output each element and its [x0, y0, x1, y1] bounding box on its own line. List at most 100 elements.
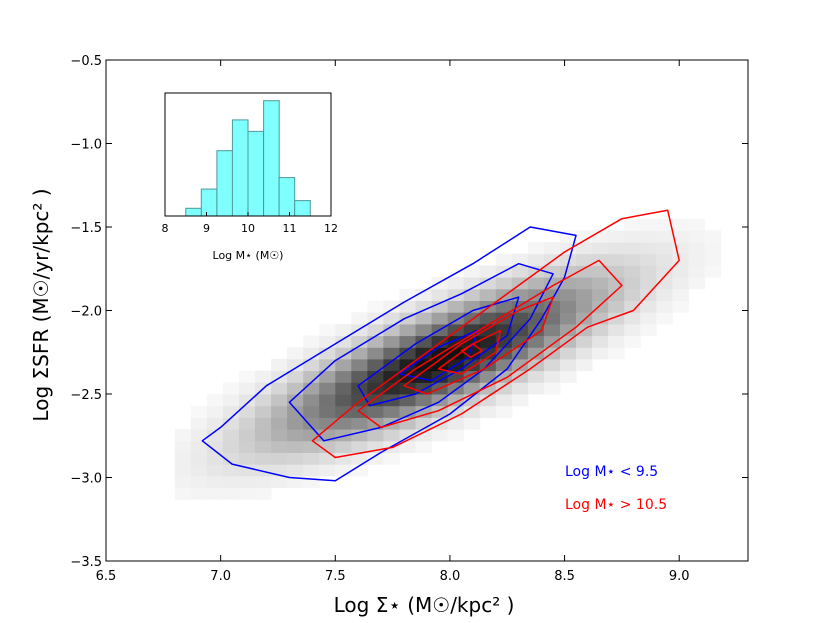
heatmap-cell [271, 429, 288, 442]
heatmap-cell [624, 230, 641, 243]
heatmap-cell [174, 487, 192, 500]
heatmap-cell [624, 277, 641, 290]
y-axis-ticks: −0.5 −1.0 −1.5 −2.0 −2.5 −3.0 −3.5 [70, 54, 748, 570]
heatmap-cell [351, 347, 368, 360]
heatmap-cell [431, 312, 449, 325]
heatmap-cell [303, 417, 320, 430]
legend-entry-low-mass: Log M⋆ < 9.5 [565, 464, 658, 480]
heatmap-cell [640, 218, 657, 231]
heatmap-cell [190, 487, 208, 500]
heatmap-cell [287, 440, 304, 453]
x-tick-label: 8.5 [554, 569, 575, 584]
inset-tick-label: 12 [324, 222, 338, 235]
heatmap-cell [383, 405, 400, 418]
heatmap-cell [511, 253, 529, 266]
heatmap-cell [255, 464, 272, 477]
heatmap-cell [222, 417, 240, 430]
heatmap-cell [447, 347, 465, 360]
heatmap-cell [287, 394, 304, 407]
heatmap-cell [190, 440, 208, 453]
heatmap-cell [239, 417, 256, 430]
heatmap-cell [431, 288, 449, 301]
histogram-bar [231, 119, 249, 217]
heatmap-cell [608, 347, 625, 360]
heatmap-cell [335, 370, 352, 383]
heatmap-cell [592, 277, 609, 290]
heatmap-cell [319, 382, 336, 395]
heatmap-cell [239, 394, 256, 407]
y-tick-label: −3.5 [70, 555, 102, 570]
heatmap-cell [239, 382, 256, 395]
heatmap-cell [463, 335, 481, 348]
y-tick-label: −2.0 [70, 305, 102, 320]
heatmap-cell [608, 253, 625, 266]
heatmap-cell [239, 405, 256, 418]
heatmap-cell [608, 242, 625, 255]
heatmap-cell [543, 370, 561, 383]
heatmap-cell [255, 440, 272, 453]
y-tick-label: −0.5 [70, 54, 102, 69]
heatmap-cell [527, 370, 545, 383]
heatmap-cell [351, 370, 368, 383]
heatmap-cell [688, 253, 705, 266]
heatmap-cell [383, 358, 400, 372]
heatmap-cell [511, 394, 529, 407]
heatmap-cell [351, 394, 368, 407]
heatmap-cell [576, 300, 593, 313]
heatmap-cell [222, 452, 240, 465]
heatmap-cell [479, 277, 497, 290]
heatmap-cell [415, 429, 433, 442]
x-axis-ticks: 6.5 7.0 7.5 8.0 8.5 9.0 [96, 60, 690, 584]
heatmap-cell [656, 242, 673, 255]
heatmap-cell [431, 429, 449, 442]
heatmap-cell [271, 405, 288, 418]
heatmap-cell [640, 265, 657, 278]
heatmap-cell [287, 382, 304, 395]
heatmap-cell [303, 429, 320, 442]
heatmap-cell [704, 265, 721, 278]
heatmap-cell [688, 218, 705, 231]
heatmap-cell [255, 370, 272, 383]
heatmap-cell [399, 347, 417, 360]
heatmap-cell [656, 300, 673, 313]
heatmap-cell [624, 265, 641, 278]
heatmap-cell [495, 370, 513, 383]
inset-x-ticks: 8 9 10 11 12 [162, 212, 338, 235]
heatmap-cell [351, 358, 368, 372]
histogram-bar [216, 150, 233, 217]
y-tick-label: −1.0 [70, 138, 102, 153]
heatmap-cell [624, 300, 641, 313]
heatmap-cell [479, 288, 497, 301]
heatmap-cell [688, 277, 705, 290]
heatmap-cell [592, 265, 609, 278]
heatmap-cell [206, 405, 224, 418]
heatmap-cell [527, 242, 545, 255]
x-axis-label: Log Σ⋆ (M☉/kpc² ) [334, 593, 515, 617]
heatmap-cell [303, 358, 320, 372]
heatmap-cell [303, 475, 320, 488]
heatmap-cell [656, 312, 673, 325]
heatmap-cell [543, 265, 561, 278]
heatmap-cell [287, 405, 304, 418]
heatmap-cell [303, 394, 320, 407]
heatmap-cell [656, 265, 673, 278]
heatmap-cell [527, 347, 545, 360]
heatmap-cell [640, 253, 657, 266]
heatmap-cell [335, 464, 352, 477]
heatmap-cell [640, 312, 657, 325]
heatmap-cell [592, 347, 609, 360]
heatmap-cell [383, 323, 400, 337]
heatmap-cell [190, 405, 208, 418]
high-mass-contour-2 [357, 259, 623, 429]
heatmap-cell [511, 312, 529, 325]
heatmap-cell [399, 405, 417, 418]
heatmap-cell [303, 335, 320, 348]
heatmap-cell [688, 230, 705, 243]
heatmap-cell [222, 475, 240, 488]
inset-tick-label: 8 [162, 222, 169, 235]
heatmap-cell [174, 440, 192, 453]
inset-tick-label: 9 [203, 222, 210, 235]
histogram-bar [247, 130, 265, 217]
heatmap-cell [239, 487, 256, 500]
x-tick-label: 6.5 [96, 569, 117, 584]
